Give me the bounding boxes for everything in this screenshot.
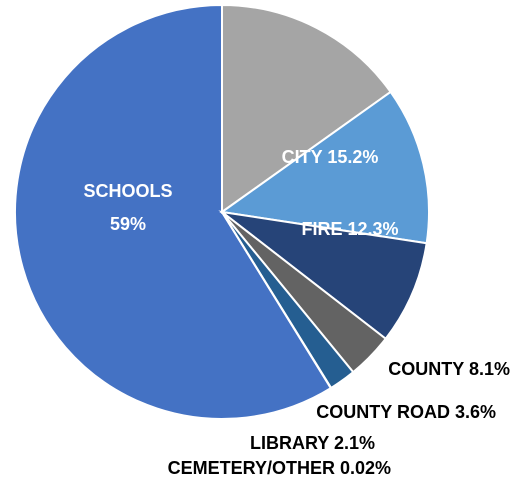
pie-slice-schools xyxy=(14,3,333,420)
data-label-county-road: COUNTY ROAD 3.6% xyxy=(316,402,496,422)
pie-slice-city xyxy=(221,3,393,214)
data-label-library: LIBRARY 2.1% xyxy=(250,433,375,453)
pie-slice-county xyxy=(218,210,428,341)
data-label-cemetery-other: CEMETERY/OTHER 0.02% xyxy=(168,458,391,478)
data-label-city: CITY 15.2% xyxy=(282,147,379,167)
data-label-schools-value: 59% xyxy=(110,214,146,234)
pie-slice-fire xyxy=(219,90,430,245)
pie-labels: SCHOOLS 59% CITY 15.2% FIRE 12.3% COUNTY 8.1… xyxy=(83,147,510,478)
pie-slice-cemetery-other xyxy=(221,211,333,390)
data-label-schools-name: SCHOOLS xyxy=(83,181,172,201)
data-label-county: COUNTY 8.1% xyxy=(388,359,510,379)
data-label-schools: SCHOOLS 59% xyxy=(83,181,172,234)
pie-slices xyxy=(14,3,430,420)
data-label-fire: FIRE 12.3% xyxy=(301,219,398,239)
